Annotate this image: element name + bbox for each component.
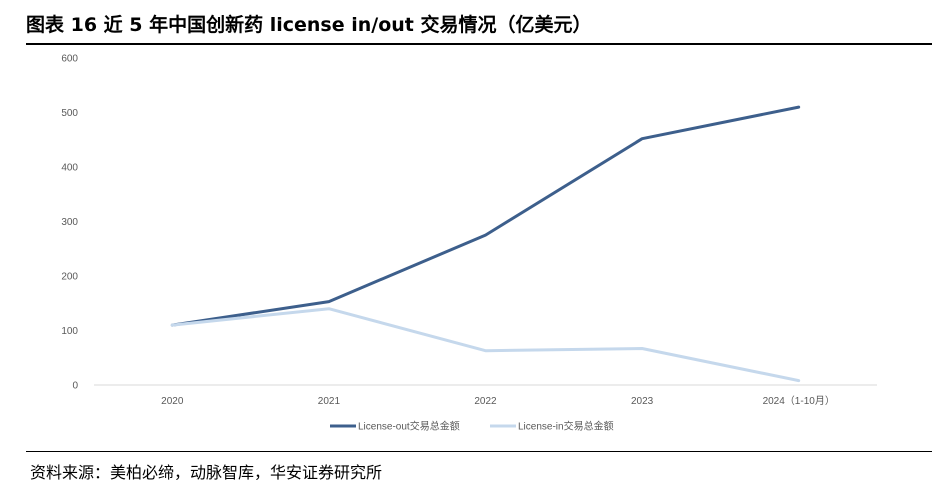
x-tick-label: 2020 <box>161 396 184 407</box>
x-tick-label: 2022 <box>474 396 497 407</box>
x-axis-ticks: 2020 2021 2022 2023 2024（1-10月） <box>161 395 835 407</box>
y-tick-label: 400 <box>61 163 78 174</box>
x-tick-label: 2023 <box>631 396 654 407</box>
source-note: 资料来源：美柏必缔，动脉智库，华安证券研究所 <box>30 463 383 482</box>
x-tick-label: 2021 <box>318 396 341 407</box>
y-tick-label: 200 <box>61 272 78 283</box>
legend-label-license-in: License-in交易总金额 <box>518 420 614 433</box>
title-rule <box>26 43 932 45</box>
x-tick-label: 2024（1-10月） <box>763 395 835 407</box>
figure-title: 图表 16 近 5 年中国创新药 license in/out 交易情况（亿美元… <box>26 14 592 36</box>
y-tick-label: 500 <box>61 108 78 119</box>
y-tick-label: 300 <box>61 217 78 228</box>
series-lines <box>170 105 801 383</box>
source-rule <box>26 451 932 452</box>
license-in-series-line <box>170 307 801 383</box>
y-tick-label: 100 <box>61 326 78 337</box>
y-tick-label: 600 <box>61 54 78 65</box>
legend: License-out交易总金额 License-in交易总金额 <box>330 420 614 433</box>
legend-label-license-out: License-out交易总金额 <box>358 420 460 433</box>
y-tick-label: 0 <box>72 381 78 392</box>
license-out-series-line <box>170 105 801 327</box>
y-axis-ticks: 0 100 200 300 400 500 600 <box>61 54 78 392</box>
